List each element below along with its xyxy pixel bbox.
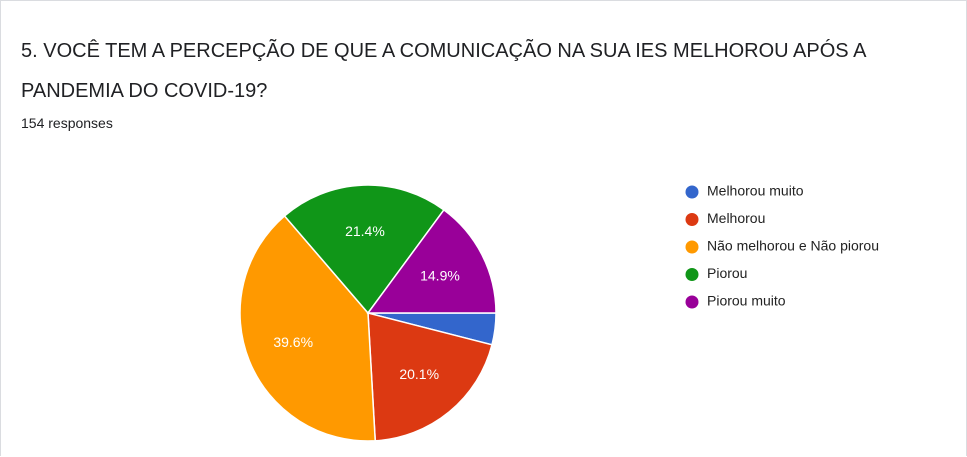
legend-label: Piorou	[707, 265, 747, 281]
question-title: 5. VOCÊ TEM A PERCEPÇÃO DE QUE A COMUNIC…	[21, 40, 866, 102]
pie-slice	[366, 208, 497, 314]
legend-swatch	[685, 240, 699, 254]
response-count: 154 responses	[21, 115, 113, 131]
legend-label: Não melhorou e Não piorou	[707, 238, 879, 254]
legend-swatch	[685, 295, 699, 309]
slice-label: 39.6%	[273, 334, 313, 350]
legend-label: Piorou muito	[707, 293, 786, 309]
pie-slice	[283, 184, 445, 315]
slice-label: 21.4%	[345, 223, 385, 239]
pie-slice	[367, 312, 493, 442]
legend-swatch	[685, 213, 699, 226]
slice-label: 20.1%	[399, 366, 439, 382]
slice-label: 14.9%	[420, 267, 460, 283]
legend-swatch	[685, 185, 699, 199]
pie-slice	[239, 214, 377, 442]
legend-label: Melhorou	[707, 210, 765, 226]
legend-label: Melhorou muito	[707, 183, 804, 199]
legend-swatch	[685, 268, 699, 281]
